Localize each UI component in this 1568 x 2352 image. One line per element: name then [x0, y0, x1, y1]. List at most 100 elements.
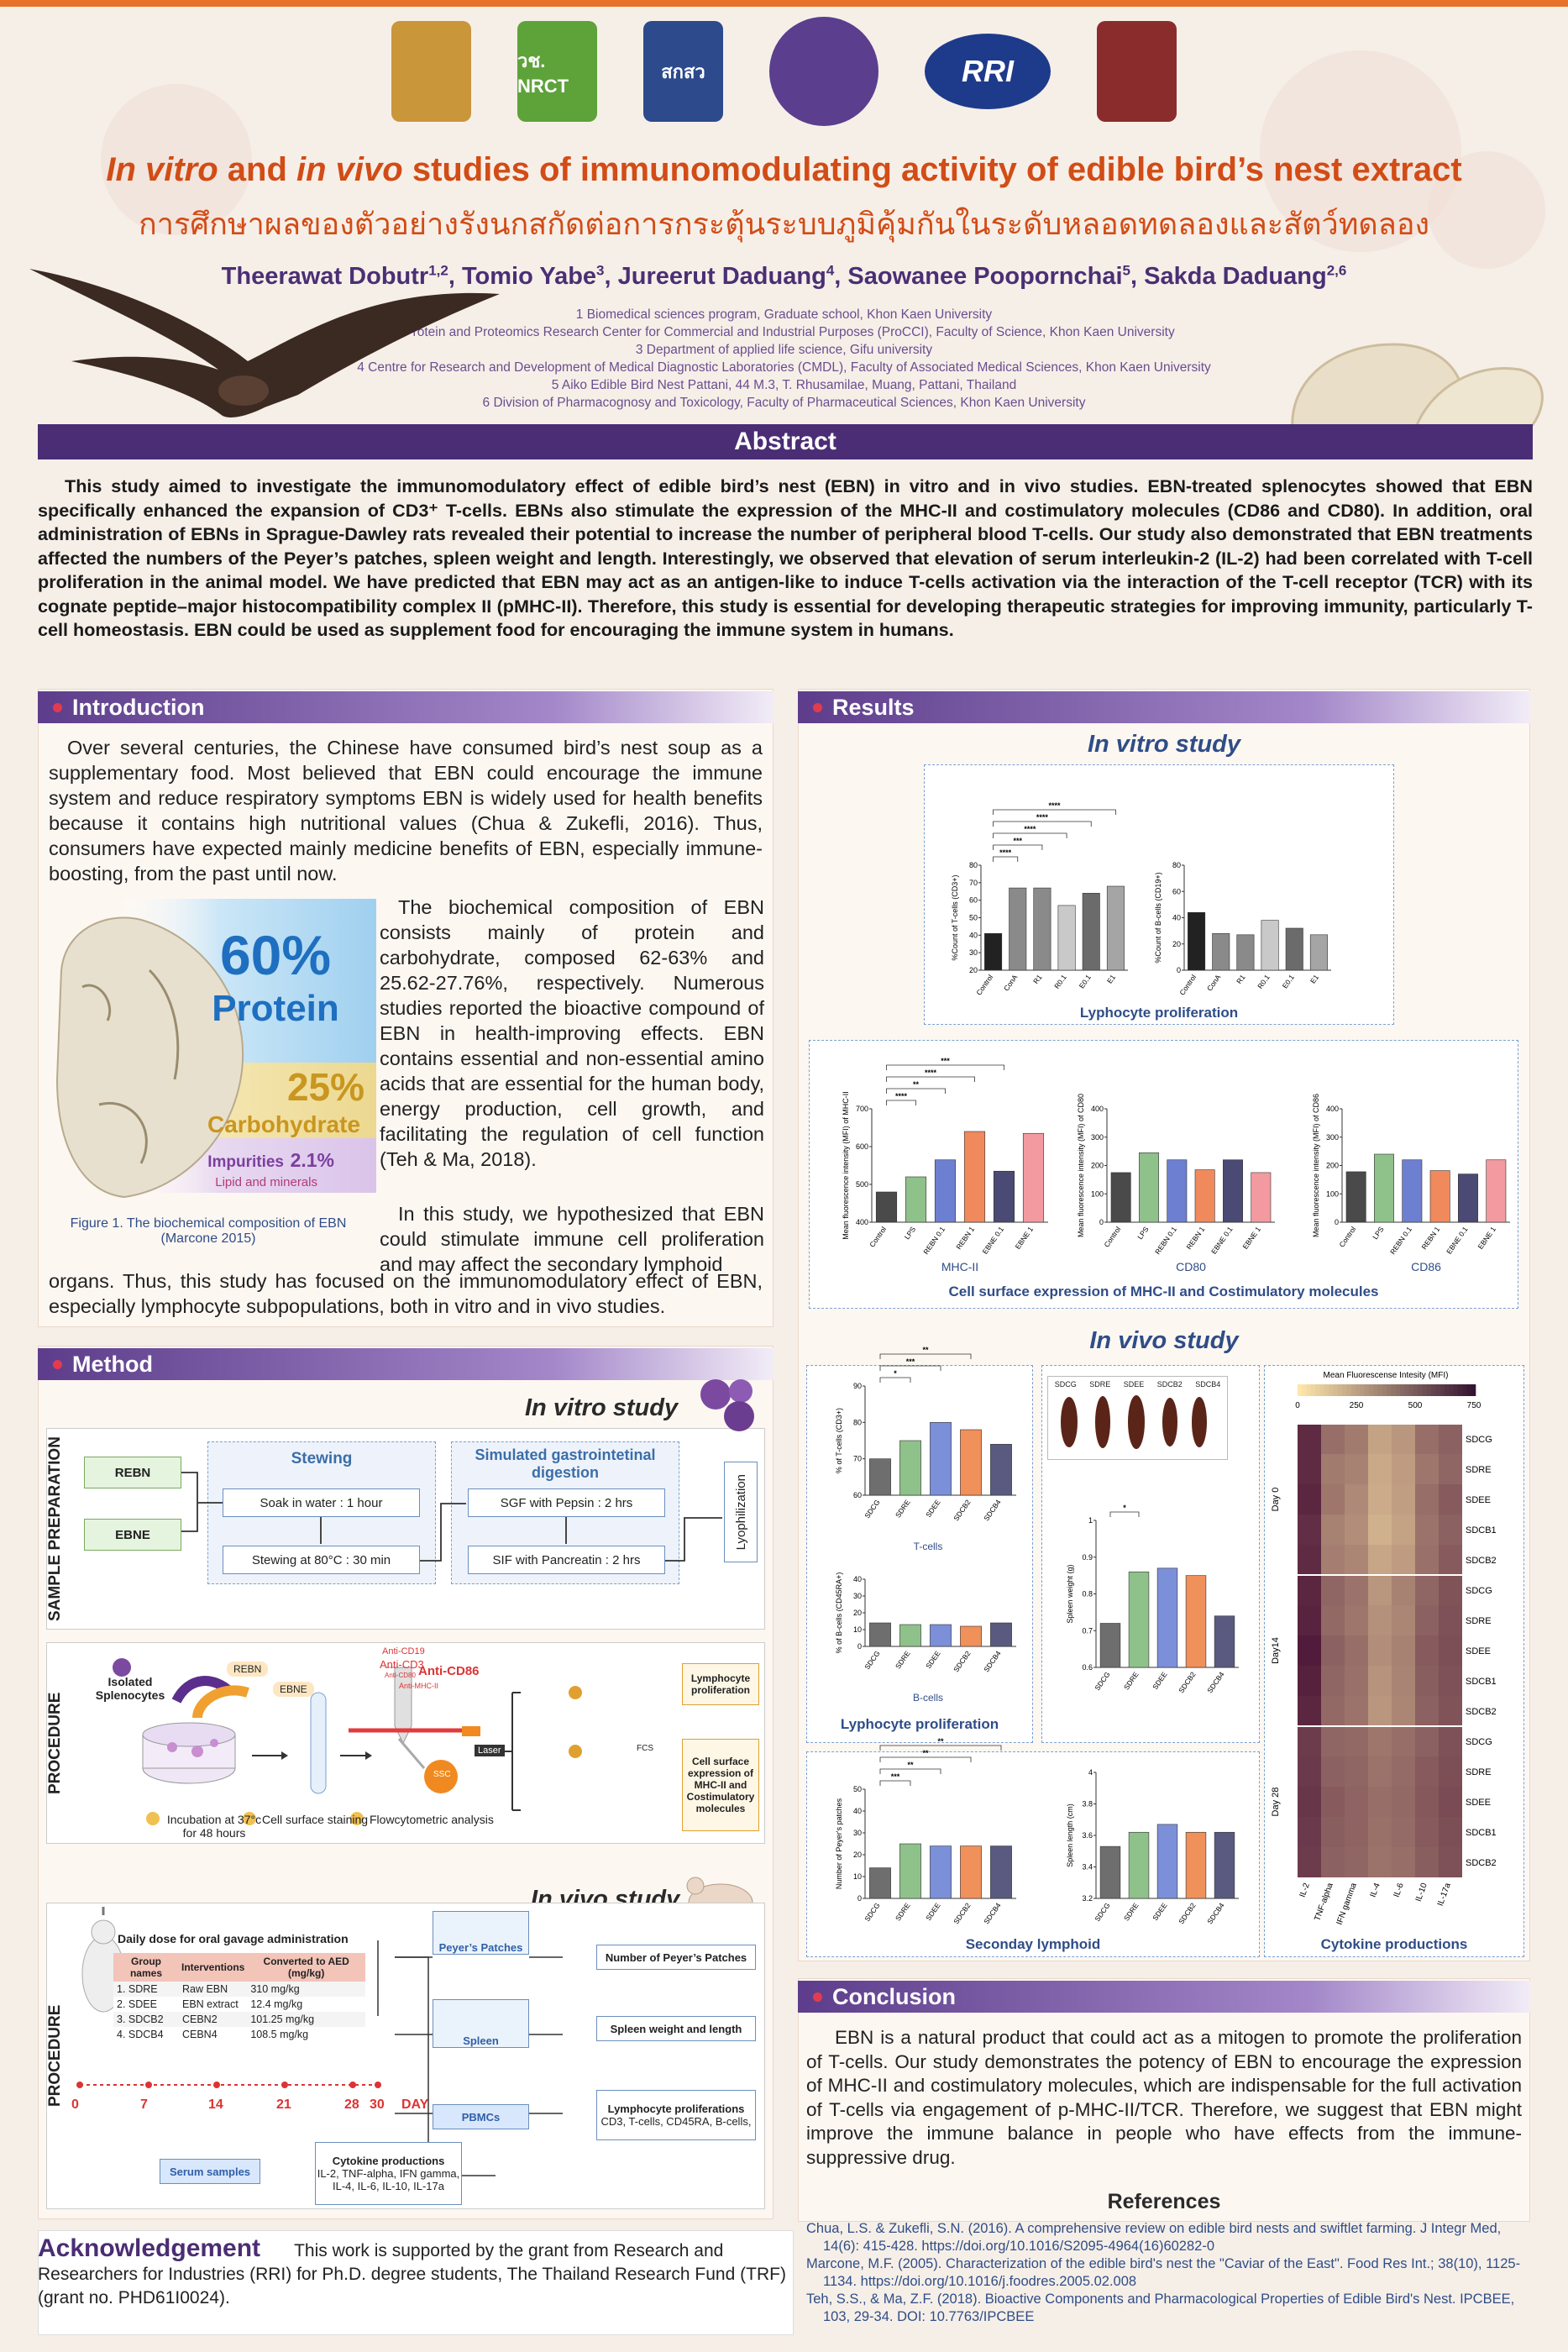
- affiliation: 2 Protein and Proteomics Research Center…: [393, 325, 1175, 339]
- conclusion-panel: [798, 1978, 1530, 2222]
- rebn-box: REBN: [84, 1457, 181, 1488]
- spleen-photo: SDCG SDRE SDEE SDCB2 SDCB4: [1047, 1376, 1228, 1460]
- spleen-label: SDCG: [1054, 1380, 1077, 1389]
- carb-label: Carbohydrate: [207, 1111, 360, 1137]
- step-flowcytometry: Flowcytometric analysis: [370, 1813, 494, 1826]
- invitro-procedure-label: PROCEDURE: [46, 1692, 64, 1794]
- timeline-day: 7: [140, 2097, 148, 2112]
- timeline-day: 0: [71, 2097, 79, 2112]
- timeline: [76, 2082, 381, 2088]
- spleen-photo-labels: SDCG SDRE SDEE SDCB2 SDCB4: [1048, 1380, 1227, 1389]
- dose-cell: 3. SDCB2: [117, 2013, 164, 2025]
- reference-item: Chua, L.S. & Zukefli, S.N. (2016). A com…: [806, 2221, 1502, 2254]
- stew-step: Stewing at 80°C : 30 min: [223, 1546, 420, 1574]
- nrct-logo: วช. NRCT: [517, 21, 597, 122]
- invivo-arrows: [377, 1940, 563, 2176]
- timeline-day: 30: [370, 2097, 385, 2112]
- abstract-text: This study aimed to investigate the immu…: [38, 475, 1533, 640]
- intro-paragraph-2: The biochemical composition of EBN consi…: [380, 896, 764, 1170]
- result-cytokine-box: Cytokine productions IL-2, TNF-alpha, IFN…: [315, 2142, 462, 2205]
- step-staining: Cell surface staining: [262, 1813, 369, 1826]
- stewing-label: Stewing: [291, 1450, 353, 1467]
- step-incubation: Incubation at 37°c for 48 hours: [166, 1813, 262, 1840]
- dose-row: 3. SDCB2 CEBN2 101.25 mg/kg: [113, 2012, 365, 2027]
- invivo-lympho-caption: Lyphocyte proliferation: [840, 1716, 999, 1732]
- affiliation: 3 Department of applied life science, Gi…: [635, 343, 933, 357]
- author: Saowanee Poopornchai5,: [847, 262, 1145, 290]
- dose-cell: EBN extract: [181, 1998, 239, 2010]
- invivo-procedure-label: PROCEDURE: [46, 2004, 64, 2108]
- surface-chart-box: [809, 1040, 1518, 1309]
- swiftlet-bird-illustration: [29, 269, 500, 417]
- tcell-invivo-box: [806, 1365, 1033, 1743]
- dose-header: Converted to AED (mg/kg): [247, 1953, 365, 1982]
- digestion-label: Simulated gastrointetinal digestion: [475, 1446, 656, 1481]
- sgf-step: SGF with Pepsin : 2 hrs: [468, 1488, 665, 1517]
- poster-title: In vitro and in vivo studies of immunomo…: [106, 151, 1462, 188]
- ssc-label: SSC: [433, 1770, 451, 1779]
- timeline-day: DAY: [401, 2097, 429, 2112]
- rebn-tag: REBN: [227, 1662, 269, 1677]
- affiliation: 1 Biomedical sciences program, Graduate …: [575, 307, 993, 322]
- peyers-patch-box: Peyer’s Patches: [433, 1911, 529, 1955]
- logo-row: วช. NRCT สกสว RRI: [0, 17, 1568, 126]
- dose-cell: 101.25 mg/kg: [250, 2013, 315, 2025]
- cytokine-caption: Cytokine productions: [1320, 1936, 1468, 1952]
- dose-header: Group names: [113, 1953, 179, 1982]
- protein-label: Protein: [212, 988, 339, 1029]
- surface-caption: Cell surface expression of MHC-II and Co…: [948, 1284, 1379, 1299]
- spleen-label: SDRE: [1089, 1380, 1111, 1389]
- conclusion-heading: Conclusion: [798, 1981, 1530, 2013]
- results-invitro-title: In vitro study: [1087, 731, 1241, 758]
- author: Theerawat Dobutr1,2,: [221, 262, 462, 290]
- dose-cell: 310 mg/kg: [250, 1983, 300, 1995]
- dose-cell: CEBN2: [181, 2013, 218, 2025]
- dose-cell: 12.4 mg/kg: [250, 1998, 303, 2010]
- intro-paragraph-1: Over several centuries, the Chinese have…: [49, 737, 763, 885]
- abstract-heading: Abstract: [38, 424, 1533, 459]
- dose-cell: Raw EBN: [181, 1983, 228, 1995]
- antibody-cd3: Anti-CD3: [380, 1658, 424, 1671]
- sweet-seal-logo: [769, 17, 878, 126]
- isolated-splenocytes-label: Isolated Splenocytes: [95, 1675, 165, 1702]
- dose-cell: 4. SDCB4: [117, 2029, 164, 2040]
- decor-circle: [101, 84, 252, 235]
- carb-percent: 25%: [287, 1065, 364, 1109]
- serum-box: Serum samples: [160, 2159, 260, 2184]
- sif-step: SIF with Pancreatin : 2 hrs: [468, 1546, 665, 1574]
- laser-label: Laser: [475, 1745, 505, 1756]
- intro-paragraph-4: organs. Thus, this study has focused on …: [49, 1270, 763, 1317]
- decor-circle: [1428, 151, 1545, 269]
- author: Tomio Yabe3,: [461, 262, 618, 290]
- dose-title: Daily dose for oral gavage administratio…: [118, 1932, 349, 1945]
- result-spleen-box: Spleen weight and length: [596, 2016, 756, 2041]
- dose-cell: 2. SDEE: [117, 1998, 157, 2010]
- sample-prep-arrows: [181, 1472, 722, 1562]
- spleen-label: SDCB4: [1195, 1380, 1221, 1389]
- dose-header: Interventions: [178, 1953, 248, 1982]
- reference-item: Teh, S.S., & Ma, Z.F. (2018). Bioactive …: [806, 2292, 1515, 2324]
- author: Jureerut Daduang4,: [617, 262, 848, 290]
- author-list: Theerawat Dobutr1,2, Tomio Yabe3, Jureer…: [0, 262, 1568, 291]
- intro-paragraph-3: In this study, we hypothesized that EBN …: [380, 1203, 764, 1275]
- results-invivo-title: In vivo study: [1089, 1327, 1239, 1354]
- dose-cell: 108.5 mg/kg: [250, 2029, 309, 2040]
- affiliation: 6 Division of Pharmacognosy and Toxicolo…: [482, 396, 1086, 410]
- dose-cell: CEBN4: [181, 2029, 218, 2040]
- impurities-percent: 2.1%: [291, 1149, 334, 1171]
- nest-image: [55, 916, 244, 1199]
- tsri-logo: สกสว: [643, 21, 723, 122]
- ebne-box: EBNE: [84, 1519, 181, 1551]
- invitro-procedure-diagram: [113, 1658, 582, 1825]
- timeline-day: 14: [208, 2097, 223, 2112]
- affiliation: 5 Aiko Edible Bird Nest Pattani, 44 M.3,…: [551, 378, 1017, 392]
- figure-1-caption: Figure 1. The biochemical composition of…: [70, 1216, 347, 1246]
- result-peyers-box: Number of Peyer’s Patches: [596, 1945, 756, 1970]
- timeline-day: 28: [344, 2097, 359, 2112]
- acknowledgement-panel: [38, 2230, 794, 2335]
- affiliation: 4 Centre for Research and Development of…: [357, 360, 1211, 375]
- antibody-cd80: Anti-CD80: [385, 1672, 416, 1679]
- method-heading: Method: [38, 1348, 774, 1380]
- lymphocyte-chart-box: [924, 764, 1394, 1025]
- antibody-cd19: Anti-CD19: [382, 1646, 425, 1656]
